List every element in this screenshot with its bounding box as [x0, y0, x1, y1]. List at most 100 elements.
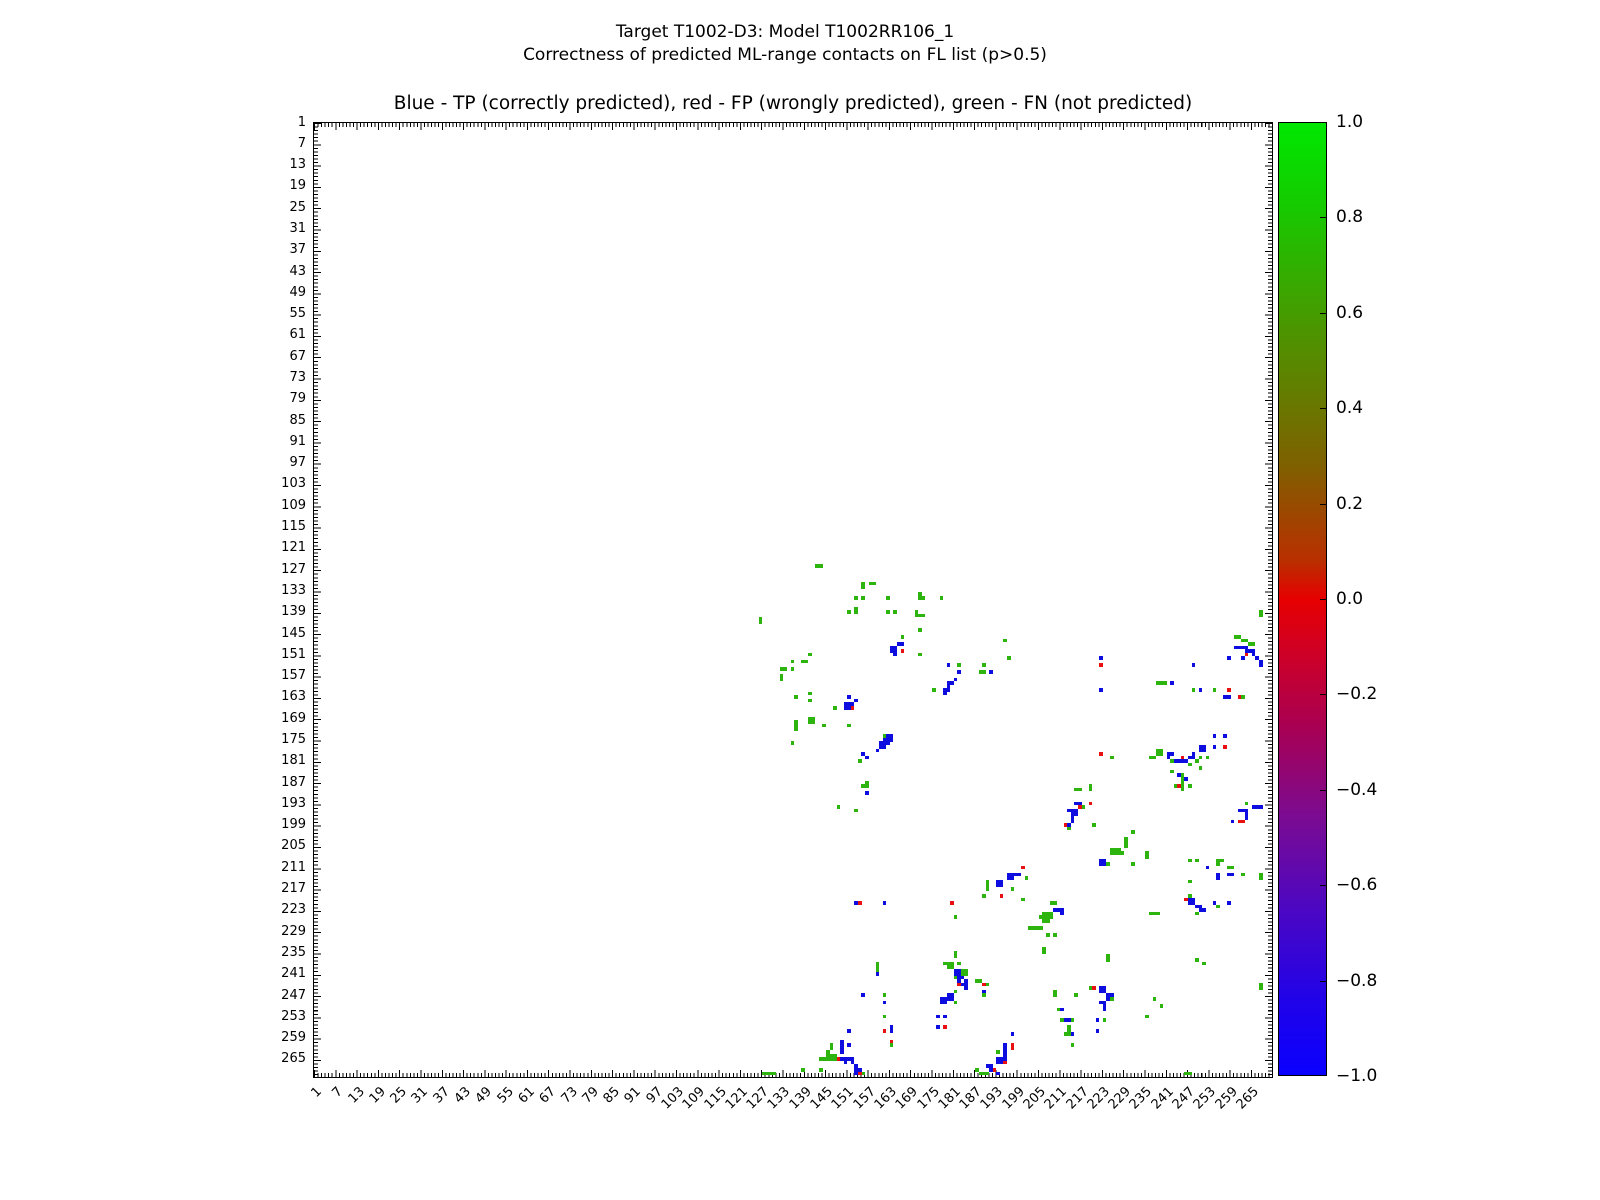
contact-cell-tp [1180, 759, 1185, 763]
contact-cell-fn [957, 961, 961, 966]
contact-cell-fn [918, 627, 922, 632]
contact-cell-fp [1063, 823, 1068, 827]
contact-cell-fn [794, 727, 798, 731]
contact-cell-fn [943, 961, 947, 966]
contact-cell-fn [811, 716, 816, 721]
y-tick-label: 25 [289, 199, 306, 215]
contact-cell-fp [1223, 745, 1228, 749]
contact-cell-tp [1007, 872, 1011, 877]
contact-cell-tp [850, 1057, 855, 1061]
contact-cell-tp [1074, 808, 1079, 813]
contact-cell-tp [960, 975, 965, 980]
contact-cell-tp [1060, 908, 1064, 912]
contact-cell-fp [1099, 663, 1103, 667]
contact-map-plot-area [313, 122, 1273, 1078]
contact-cell-fn [1258, 613, 1263, 618]
y-tick-label: 157 [281, 668, 306, 684]
contact-cell-fp [889, 1039, 894, 1044]
contact-cell-tp [957, 972, 961, 976]
contact-cell-fn [1131, 862, 1135, 866]
contact-cell-tp [964, 982, 968, 987]
contact-cell-fn [957, 663, 961, 667]
contact-cell-tp [1099, 656, 1103, 660]
contact-cell-tp [1070, 1032, 1075, 1037]
contact-cell-fp [982, 982, 986, 987]
contact-cell-fn [822, 723, 827, 728]
contact-cell-fn [1173, 784, 1178, 788]
contact-cell-fn [808, 716, 812, 721]
contact-cell-tp [886, 734, 890, 738]
contact-cell-fn [1060, 1018, 1064, 1022]
contact-cell-tp [1067, 808, 1071, 813]
contact-cell-fn [762, 1071, 766, 1076]
contact-cell-tp [1003, 1043, 1008, 1047]
contact-cell-fn [783, 666, 787, 671]
contact-cell-tp [1010, 872, 1015, 877]
contact-cell-tp [1241, 808, 1245, 813]
contact-cell-fn [1038, 926, 1043, 930]
contact-cell-fn [758, 620, 763, 625]
contact-cell-fn [1180, 787, 1185, 792]
contact-cell-fp [1092, 986, 1096, 990]
contact-cell-tp [1053, 908, 1057, 912]
contact-cell-tp [996, 883, 1000, 888]
contact-cell-fn [1258, 876, 1263, 880]
y-tick-label: 247 [281, 987, 306, 1003]
contact-cell-tp [1258, 663, 1263, 667]
contact-cell-fn [1035, 926, 1039, 930]
contact-cell-fn [875, 965, 880, 969]
contact-cell-tp [946, 997, 951, 1001]
contact-cell-fn [1088, 986, 1093, 990]
y-tick-label: 187 [281, 774, 306, 790]
contact-cell-fn [1092, 823, 1096, 827]
contact-cell-tp [939, 997, 944, 1001]
contact-cell-fn [769, 1071, 773, 1076]
contact-cell-tp [847, 705, 851, 710]
contact-cell-fn [1117, 851, 1121, 856]
contact-cell-tp [1227, 695, 1231, 699]
contact-cell-tp [882, 737, 887, 742]
contact-cell-fn [1081, 805, 1086, 809]
contact-cell-fn [875, 961, 880, 966]
contact-cell-fn [1148, 911, 1153, 916]
contact-cell-fn [1188, 1071, 1192, 1076]
contact-cell-tp [1191, 755, 1196, 760]
contact-cell-fn [1230, 865, 1235, 870]
contact-cell-fn [1067, 1025, 1071, 1029]
figure-suptitle-line2: Correctness of predicted ML-range contac… [523, 45, 1047, 65]
contact-cell-tp [1070, 819, 1075, 824]
contact-cell-fn [1053, 993, 1057, 998]
contact-cell-fn [801, 1067, 805, 1072]
contact-cell-tp [1166, 755, 1171, 760]
contact-cell-fn [857, 759, 862, 763]
contact-cell-fn [964, 968, 968, 973]
contact-cell-tp [999, 1060, 1004, 1065]
contact-cell-fn [1212, 688, 1217, 692]
contact-cell-tp [1191, 752, 1196, 756]
contact-cell-tp [1109, 993, 1114, 998]
contact-cell-fn [1227, 865, 1231, 870]
contact-cell-tp [1099, 1000, 1103, 1005]
y-tick-label: 115 [281, 519, 306, 535]
contact-cell-tp [1102, 1000, 1107, 1005]
figure-suptitle-line1: Target T1002-D3: Model T1002RR106_1 [615, 22, 955, 42]
contact-cell-fn [1042, 911, 1047, 916]
contact-cell-fn [882, 734, 887, 738]
contact-cell-fn [811, 720, 816, 724]
contact-cell-tp [1003, 1050, 1008, 1054]
contact-cell-fn [1117, 847, 1121, 852]
contact-cell-fn [1152, 911, 1157, 916]
contact-cell-tp [1191, 663, 1196, 667]
contact-cell-fn [918, 595, 922, 600]
contact-cell-fn [861, 784, 866, 788]
contact-cell-fn [1046, 911, 1050, 916]
contact-cell-fn [865, 784, 869, 788]
contact-cell-fn [1088, 787, 1093, 792]
contact-cell-tp [886, 737, 890, 742]
contact-cell-tp [1188, 897, 1192, 902]
contact-cell-tp [847, 1057, 851, 1061]
contact-cell-fn [1188, 762, 1192, 767]
contact-cell-fn [982, 670, 986, 675]
y-tick-label: 169 [281, 710, 306, 726]
contact-cell-tp [989, 1067, 993, 1072]
